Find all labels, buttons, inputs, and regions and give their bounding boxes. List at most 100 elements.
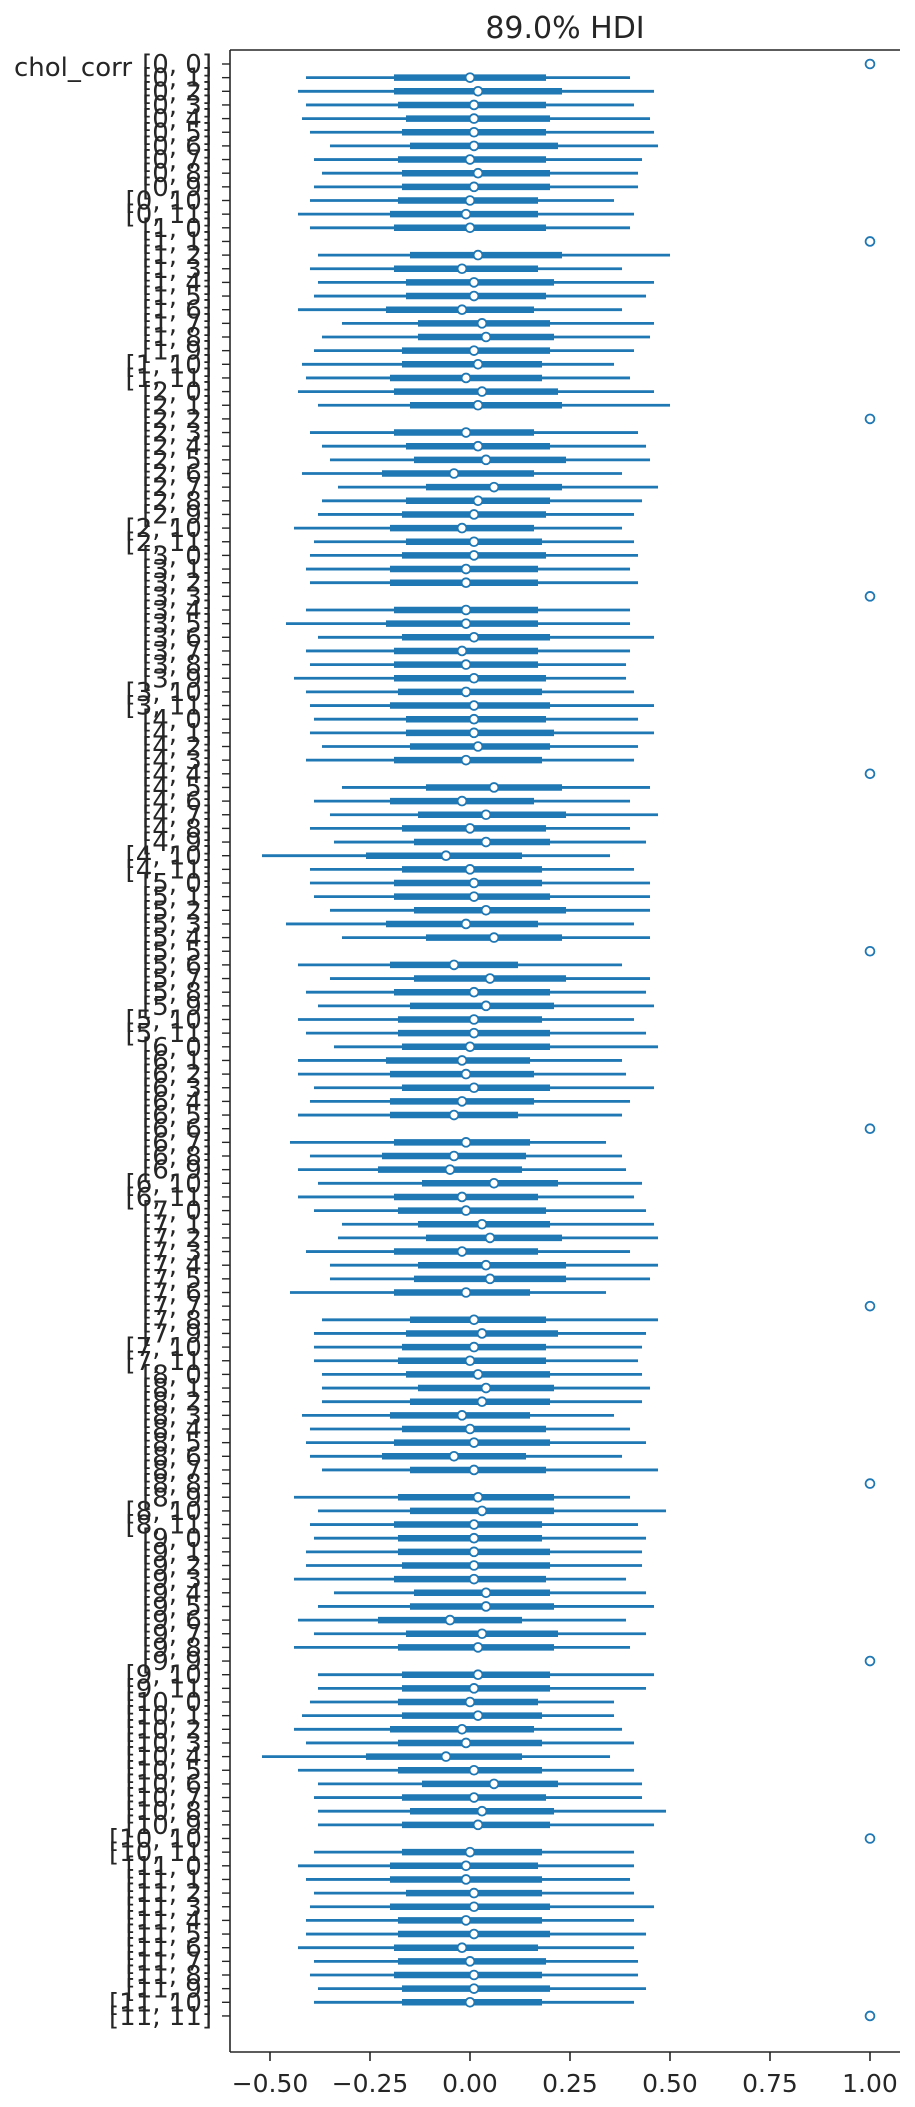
median-point [476, 1328, 488, 1339]
median-point [468, 345, 480, 356]
median-point [864, 591, 876, 602]
row-label: [3, 7] [142, 637, 212, 667]
median-point [460, 918, 472, 930]
median-point [460, 754, 472, 766]
row-label: [2, 10] [126, 514, 212, 544]
x-tick-label: −0.50 [232, 2069, 309, 2098]
row-label: [10, 2] [126, 1715, 212, 1745]
median-point [468, 727, 480, 739]
median-point [468, 1928, 480, 1940]
median-point [440, 850, 452, 861]
row-label: [9, 9] [142, 1647, 212, 1677]
median-point [468, 1887, 480, 1899]
median-point [468, 1532, 480, 1544]
row-label: [7, 6] [142, 1279, 212, 1309]
row-label: [11, 0] [126, 1852, 212, 1882]
median-point [468, 672, 480, 684]
x-axis: −0.50 −0.25 0.00 0.25 0.50 0.75 1.00 [232, 2052, 898, 2098]
median-point [464, 1355, 476, 1367]
median-point [864, 413, 876, 425]
median-point [468, 99, 480, 111]
row-label: [9, 7] [142, 1620, 212, 1650]
row-label: [0, 7] [142, 146, 212, 176]
x-tick-label: 0.25 [542, 2069, 598, 2098]
median-point [464, 1041, 476, 1053]
median-point [460, 618, 472, 629]
row-label: [2, 11] [126, 528, 212, 558]
row-label: [8, 7] [142, 1456, 212, 1486]
row-label: [10, 3] [126, 1729, 212, 1759]
row-label: [11, 4] [126, 1906, 212, 1936]
row-label: [0, 8] [142, 159, 212, 189]
median-point [472, 249, 484, 261]
row-label: [9, 3] [142, 1565, 212, 1595]
row-label: [2, 3] [142, 419, 212, 449]
row-label: [4, 7] [142, 801, 212, 831]
row-label: [0, 0] [142, 50, 212, 80]
row-label: [2, 2] [142, 405, 212, 435]
median-point [468, 631, 480, 643]
row-label: [7, 9] [142, 1319, 212, 1349]
row-label: [8, 1] [142, 1374, 212, 1404]
median-point [488, 1178, 500, 1189]
median-point [460, 1287, 472, 1298]
row-label: [0, 11] [126, 200, 212, 230]
median-point [468, 536, 480, 548]
row-label: [0, 1] [142, 64, 212, 94]
row-label: [5, 2] [142, 896, 212, 926]
median-point [468, 1464, 480, 1476]
x-tick-label: 0.75 [742, 2069, 798, 2098]
row-label: [9, 5] [142, 1592, 212, 1622]
row-label: [3, 2] [142, 569, 212, 599]
row-label: [1, 9] [142, 337, 212, 367]
median-point [468, 550, 480, 561]
row-label: [1, 2] [142, 241, 212, 271]
median-point [468, 1014, 480, 1025]
median-point [468, 113, 480, 124]
median-point [468, 1082, 480, 1094]
median-point [460, 1874, 472, 1885]
x-tick-label: 0.00 [442, 2069, 498, 2098]
row-label: [6, 4] [142, 1087, 212, 1117]
median-point [864, 1123, 876, 1134]
row-label: [5, 9] [142, 992, 212, 1022]
row-label: [1, 7] [142, 309, 212, 339]
row-label: [1, 4] [142, 268, 212, 298]
median-point [460, 427, 472, 438]
row-label: [9, 10] [126, 1661, 212, 1691]
median-point [472, 167, 484, 179]
row-label: [3, 4] [142, 596, 212, 626]
median-point [468, 1437, 480, 1448]
row-label: [5, 11] [126, 1019, 212, 1049]
row-label: [8, 11] [126, 1511, 212, 1541]
median-point [460, 563, 472, 575]
median-point [464, 1696, 476, 1708]
x-tick-label: 1.00 [842, 2069, 898, 2098]
row-label: [3, 3] [142, 582, 212, 612]
median-point [468, 181, 480, 193]
median-point [488, 932, 500, 943]
median-point [480, 454, 492, 466]
median-point [864, 768, 876, 780]
median-point [864, 1833, 876, 1844]
median-point [468, 509, 480, 520]
row-label: [3, 1] [142, 555, 212, 585]
row-label: [3, 9] [142, 664, 212, 694]
median-point [472, 86, 484, 97]
row-label: [1, 1] [142, 227, 212, 257]
row-label: [2, 7] [142, 473, 212, 503]
median-point [472, 1710, 484, 1721]
row-label: [5, 0] [142, 869, 212, 899]
row-label: [3, 11] [126, 692, 212, 722]
row-label: [9, 2] [142, 1552, 212, 1582]
row-label: [8, 9] [142, 1483, 212, 1513]
median-point [864, 1300, 876, 1312]
median-point [468, 713, 480, 725]
median-point [464, 72, 476, 83]
median-point [456, 1942, 468, 1953]
x-tick-label: 0.50 [642, 2069, 698, 2098]
row-label: [8, 5] [142, 1429, 212, 1459]
row-label: [11, 7] [126, 1947, 212, 1977]
row-label: [3, 0] [142, 541, 212, 571]
